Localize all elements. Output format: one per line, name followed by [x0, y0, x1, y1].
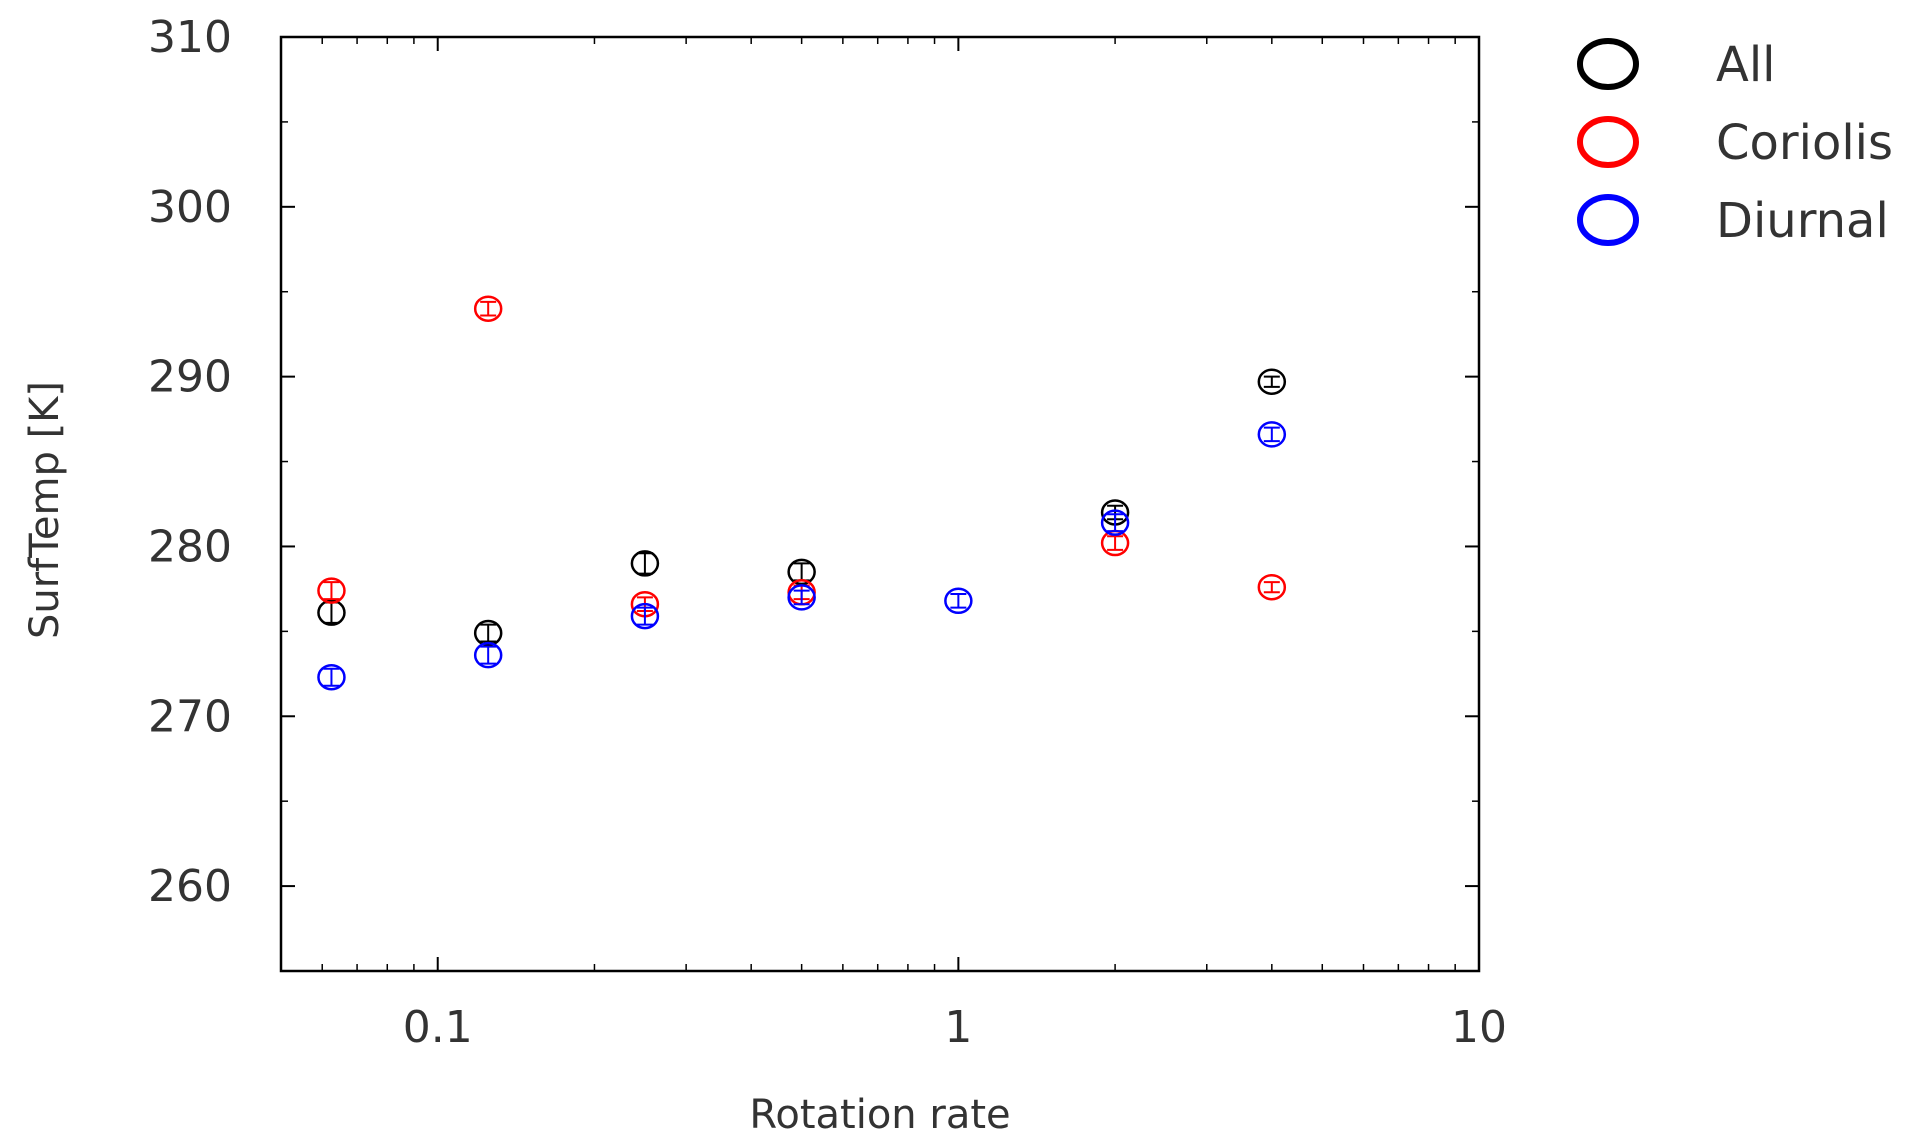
y-tick-label: 280 [148, 521, 232, 572]
y-tick-label: 310 [148, 12, 232, 63]
point-marker [317, 663, 346, 691]
data-point-diurnal [787, 584, 816, 611]
point-marker [1257, 573, 1287, 601]
data-point-diurnal [1257, 421, 1287, 448]
point-marker [944, 587, 973, 615]
point-marker [473, 641, 503, 669]
point-marker [1257, 421, 1287, 448]
x-axis-label: Rotation rate [749, 1092, 1010, 1130]
legend-marker [1577, 116, 1639, 168]
y-axis-ticks: 260 270 280 290 300 310 [148, 12, 1479, 972]
point-marker [787, 584, 816, 611]
plot-area-frame [279, 35, 1481, 973]
data-point-diurnal [1100, 509, 1130, 536]
x-tick-label: 1 [944, 1002, 972, 1053]
y-axis-label: SurfTemp [K] [22, 381, 68, 639]
point-marker [473, 619, 503, 647]
data-point-all [473, 619, 503, 647]
point-marker [473, 295, 503, 322]
legend-label: Coriolis [1716, 115, 1893, 171]
data-point-all [1257, 368, 1287, 395]
point-marker [1257, 368, 1287, 395]
point-marker [317, 577, 346, 604]
point-marker [630, 550, 660, 577]
data-point-diurnal [630, 602, 660, 630]
data-point-coriolis [473, 295, 503, 322]
point-marker [630, 602, 660, 630]
x-tick-label: 10 [1451, 1002, 1507, 1053]
legend-marker [1577, 38, 1639, 90]
legend-item-coriolis: Coriolis [1577, 115, 1893, 171]
legend-item-all: All [1577, 37, 1776, 93]
x-axis-ticks: 0.1 1 10 [280, 37, 1507, 1053]
legend-marker [1577, 194, 1639, 246]
legend-label: All [1716, 37, 1776, 93]
data-point-diurnal [473, 641, 503, 669]
data-point-all [317, 599, 346, 626]
data-point-diurnal [317, 663, 346, 691]
legend-label: Diurnal [1716, 193, 1889, 249]
legend-item-diurnal: Diurnal [1577, 193, 1889, 249]
point-marker [317, 599, 346, 626]
legend: All Coriolis Diurnal [1577, 37, 1893, 249]
y-tick-label: 270 [148, 691, 232, 742]
data-point-diurnal [944, 587, 973, 615]
y-tick-label: 260 [148, 861, 232, 912]
point-marker [787, 558, 816, 586]
data-points [317, 295, 1287, 691]
point-marker [1100, 509, 1130, 536]
data-point-coriolis [317, 577, 346, 604]
y-tick-label: 300 [148, 182, 232, 233]
data-point-all [630, 550, 660, 577]
data-point-coriolis [1257, 573, 1287, 601]
y-tick-label: 290 [148, 352, 232, 403]
x-tick-label: 0.1 [403, 1002, 473, 1053]
